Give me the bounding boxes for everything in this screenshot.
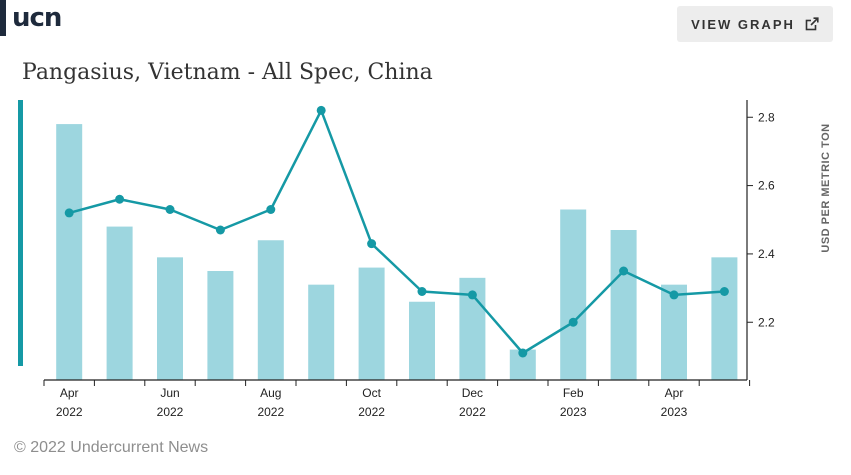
y-axis: 2.2 2.4 2.6 2.8 — [746, 100, 775, 380]
y-tick-label: 2.8 — [758, 110, 775, 124]
bar-1 — [106, 226, 133, 380]
line-point-5 — [316, 105, 326, 115]
line-point-11 — [619, 266, 629, 276]
line-point-2 — [165, 205, 175, 214]
line-point-4 — [266, 205, 276, 214]
bar-0 — [56, 124, 83, 380]
line-point-6 — [367, 239, 377, 249]
logo-text: ucn — [12, 3, 62, 33]
y-axis-label: USD PER METRIC TON — [820, 123, 832, 252]
x-axis: Apr 2022 Jun 2022 Aug 2022 Oct 2022 Dec 2022 Feb 20… — [43, 379, 751, 419]
x-tick-label-year: 2022 — [56, 405, 83, 419]
line-point-7 — [417, 287, 427, 296]
x-tick-label-year: 2023 — [661, 405, 688, 419]
x-tick-label-month: Apr — [665, 386, 684, 400]
x-tick-label-month: Apr — [60, 386, 79, 400]
line-point-9 — [518, 348, 528, 358]
x-tick-label-year: 2022 — [157, 405, 184, 419]
x-tick-label-year: 2022 — [358, 405, 385, 419]
line-point-12 — [669, 290, 679, 300]
line-group — [64, 105, 729, 358]
y-tick-label: 2.2 — [758, 315, 775, 329]
line-point-3 — [215, 225, 225, 235]
y-tick-label: 2.6 — [758, 179, 775, 193]
chart-title: Pangasius, Vietnam - All Spec, China — [22, 60, 433, 85]
line-point-13 — [719, 287, 729, 296]
x-tick-label-year: 2022 — [459, 405, 486, 419]
bar-7 — [409, 301, 435, 380]
bar-4 — [257, 240, 284, 380]
bar-10 — [560, 209, 587, 380]
x-tick-label-year: 2022 — [257, 405, 284, 419]
x-tick-label-month: Feb — [563, 386, 584, 400]
x-tick-label-month: Oct — [362, 386, 381, 400]
bar-11 — [610, 230, 637, 380]
external-link-icon — [805, 17, 819, 31]
view-graph-label: VIEW GRAPH — [691, 16, 795, 32]
bar-12 — [661, 284, 687, 380]
x-tick-label-month: Dec — [462, 386, 483, 400]
y-tick-label: 2.4 — [758, 247, 775, 261]
bar-6 — [358, 267, 385, 380]
x-tick-label-month: Aug — [260, 386, 281, 400]
accent-bar — [18, 100, 23, 366]
bar-2 — [157, 257, 183, 380]
bar-3 — [207, 271, 234, 380]
x-tick-label-month: Jun — [160, 386, 179, 400]
copyright: © 2022 Undercurrent News — [14, 439, 209, 456]
x-tick-label-year: 2023 — [560, 405, 587, 419]
line-point-10 — [568, 317, 578, 327]
bar-5 — [308, 284, 335, 380]
logo: ucn — [0, 0, 62, 36]
line-point-0 — [64, 208, 74, 218]
line-point-1 — [115, 194, 125, 204]
view-graph-button[interactable]: VIEW GRAPH — [677, 6, 833, 42]
bar-13 — [711, 257, 738, 380]
line-series-path — [68, 109, 725, 355]
logo-bar — [0, 0, 6, 36]
bars-group — [56, 124, 738, 380]
line-point-8 — [467, 290, 477, 300]
